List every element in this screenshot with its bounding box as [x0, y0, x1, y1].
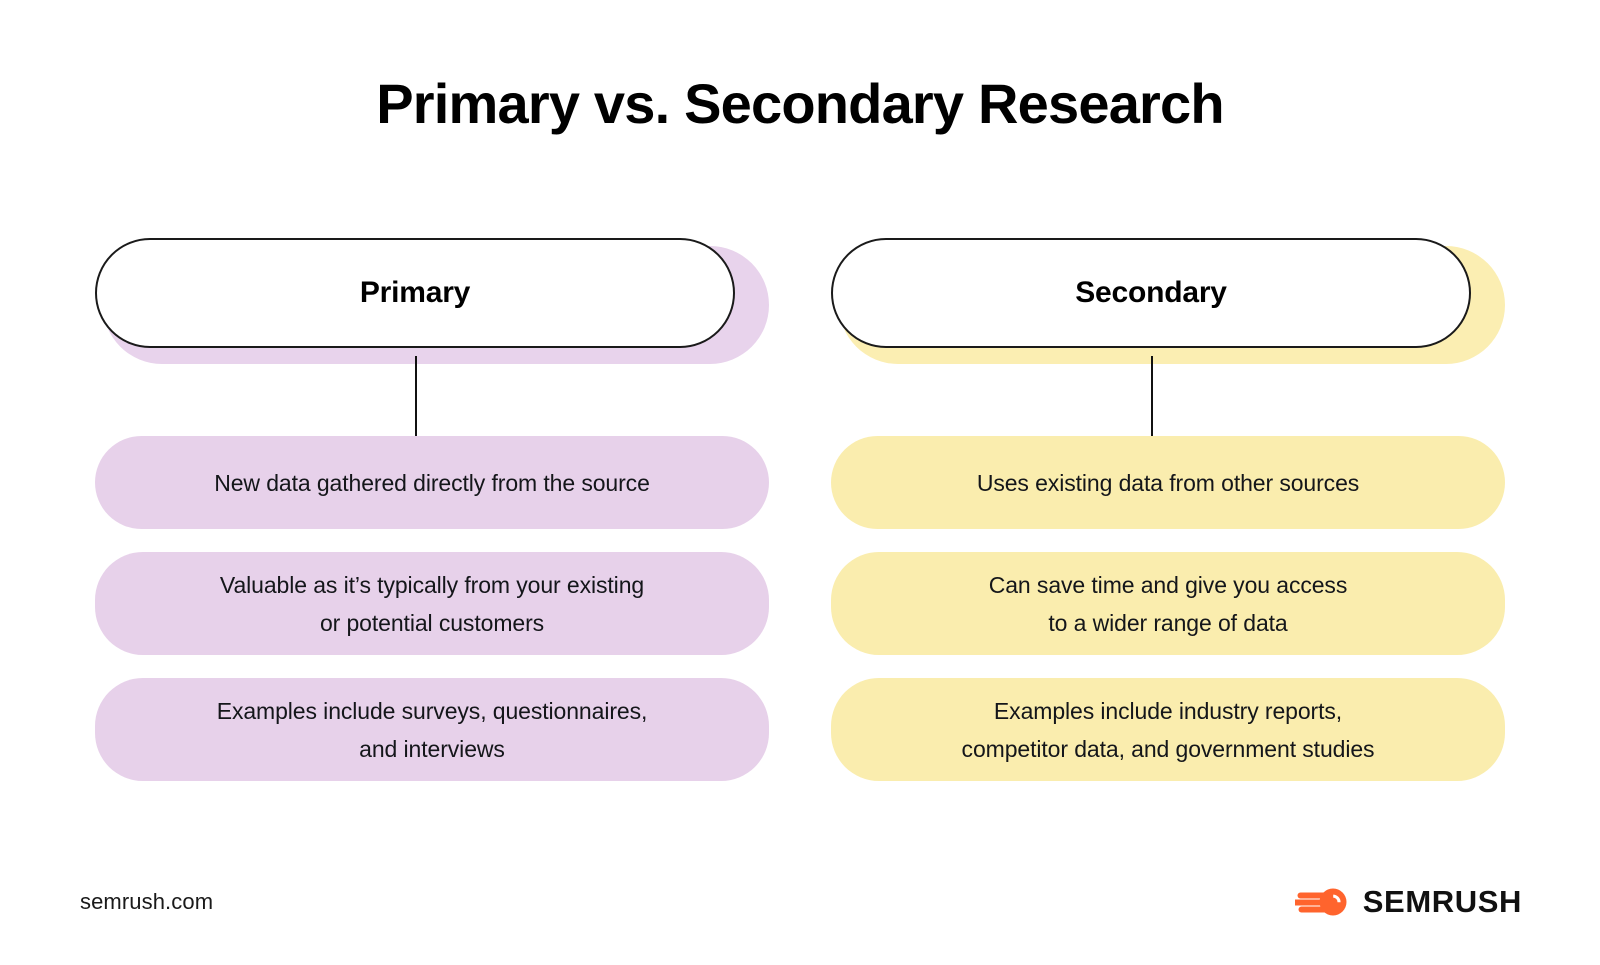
list-item[interactable]: Can save time and give you access to a w…: [831, 552, 1505, 655]
item-list-primary: New data gathered directly from the sour…: [95, 436, 769, 804]
semrush-logo: SEMRUSH: [1294, 883, 1522, 919]
item-text: Valuable as it’s typically from your exi…: [219, 571, 645, 636]
connector-line-secondary: [1151, 356, 1153, 438]
comparison-columns: Primary New data gathered directly from …: [0, 238, 1600, 781]
item-text: Can save time and give you access to a w…: [988, 571, 1348, 636]
header-pill-secondary[interactable]: Secondary: [831, 238, 1471, 348]
semrush-wordmark: SEMRUSH: [1362, 883, 1522, 919]
header-label-primary: Primary: [359, 276, 471, 309]
list-item[interactable]: Examples include surveys, questionnaires…: [95, 678, 769, 781]
connector-line-primary: [415, 356, 417, 438]
list-item[interactable]: New data gathered directly from the sour…: [95, 436, 769, 529]
source-url: semrush.com: [80, 889, 214, 914]
semrush-comet-icon: [1294, 888, 1347, 916]
header-pill-primary[interactable]: Primary: [95, 238, 735, 348]
item-text: Uses existing data from other sources: [976, 469, 1360, 496]
column-secondary: Secondary Uses existing data from other …: [831, 238, 1505, 781]
list-item[interactable]: Uses existing data from other sources: [831, 436, 1505, 529]
item-text: Examples include industry reports, compe…: [961, 697, 1375, 762]
header-label-secondary: Secondary: [1075, 276, 1227, 309]
list-item[interactable]: Valuable as it’s typically from your exi…: [95, 552, 769, 655]
header-pill-primary-wrap: Primary: [95, 238, 769, 438]
item-text: Examples include surveys, questionnaires…: [216, 697, 648, 762]
item-text: New data gathered directly from the sour…: [214, 469, 650, 496]
header-pill-secondary-wrap: Secondary: [831, 238, 1505, 438]
column-primary: Primary New data gathered directly from …: [95, 238, 769, 781]
item-list-secondary: Uses existing data from other sources Ca…: [831, 436, 1505, 804]
list-item[interactable]: Examples include industry reports, compe…: [831, 678, 1505, 781]
page-title: Primary vs. Secondary Research: [376, 72, 1224, 135]
